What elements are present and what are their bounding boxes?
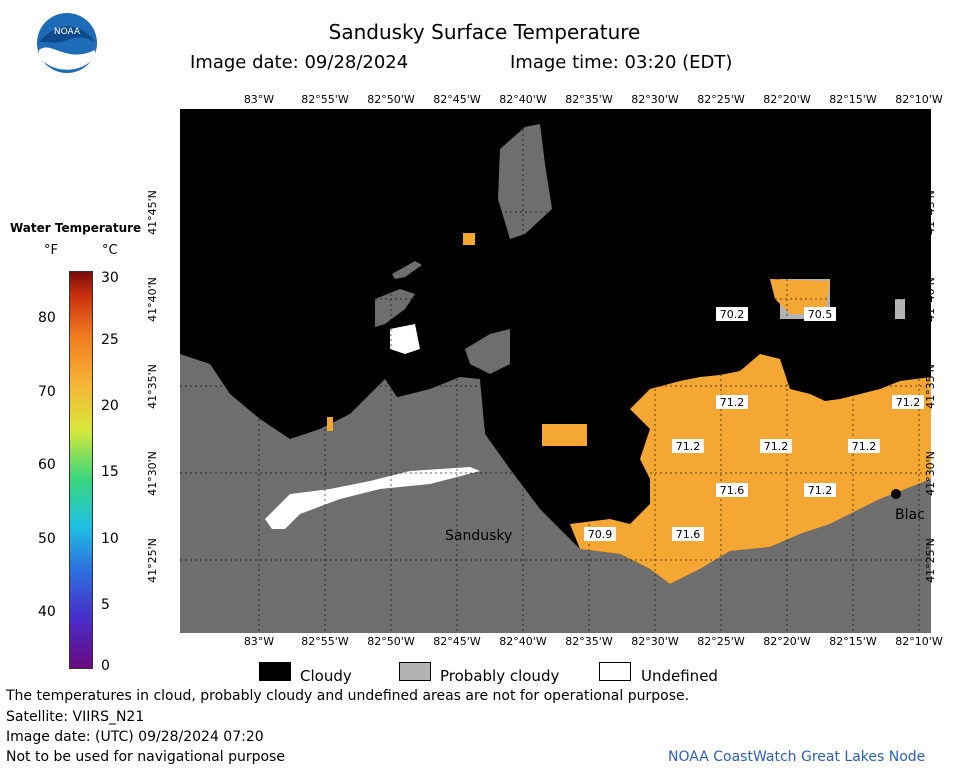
- lon-label-bottom: 82°45'W: [433, 635, 481, 648]
- temp-label: 71.6: [676, 528, 701, 541]
- temp-label: 71.2: [852, 440, 877, 453]
- temp-label: 70.9: [588, 528, 613, 541]
- place-label: Sandusky: [445, 528, 512, 544]
- map-title: Sandusky Surface Temperature: [328, 20, 641, 44]
- undefined-area: [390, 324, 420, 354]
- warm-water-region: [770, 279, 830, 314]
- colorbar-unit-f: °F: [44, 243, 58, 258]
- c-tick: 5: [101, 597, 110, 613]
- lon-label-top: 82°15'W: [829, 93, 877, 106]
- temperature-labels: 70.2 70.5 71.2 71.2 71.2 71.2 71.2 71.6 …: [584, 307, 924, 541]
- lat-label-right: 41°45'N: [923, 190, 937, 235]
- legend-cloudy-swatch: [259, 662, 291, 681]
- temp-label: 71.2: [808, 484, 833, 497]
- c-tick: 15: [101, 464, 119, 480]
- nav-warning: Not to be used for navigational purpose: [6, 749, 285, 765]
- lon-label-top: 82°35'W: [565, 93, 613, 106]
- lat-label-left: 41°45'N: [145, 190, 159, 235]
- warm-water-region: [542, 424, 587, 446]
- lon-label-bottom: 82°35'W: [565, 635, 613, 648]
- lon-label-bottom: 82°25'W: [697, 635, 745, 648]
- temp-label: 71.6: [720, 484, 745, 497]
- f-tick: 50: [38, 531, 56, 547]
- temp-label: 71.2: [720, 396, 745, 409]
- f-tick: 40: [38, 604, 56, 620]
- legend-probably-cloudy-swatch: [399, 662, 431, 681]
- temp-label: 71.2: [676, 440, 701, 453]
- lon-label-bottom: 82°30'W: [631, 635, 679, 648]
- legend-undefined-label: Undefined: [641, 667, 718, 685]
- island-small: [465, 329, 510, 374]
- temp-label: 70.2: [720, 308, 745, 321]
- lat-label-left: 41°40'N: [145, 277, 159, 322]
- logo-text: NOAA: [54, 27, 81, 37]
- lon-label-top: 82°10'W: [895, 93, 943, 106]
- credit: NOAA CoastWatch Great Lakes Node: [668, 749, 926, 765]
- temp-label: 70.5: [808, 308, 833, 321]
- undefined-area: [265, 467, 480, 529]
- c-tick: 25: [101, 332, 119, 348]
- city-marker: [891, 489, 901, 499]
- legend-probably-cloudy-label: Probably cloudy: [440, 667, 560, 685]
- c-tick: 20: [101, 398, 119, 414]
- colorbar: [69, 271, 93, 669]
- lon-label-top: 82°50'W: [367, 93, 415, 106]
- lon-label-bottom: 82°15'W: [829, 635, 877, 648]
- legend-cloudy-label: Cloudy: [300, 667, 352, 685]
- c-tick: 10: [101, 531, 119, 547]
- image-date: Image date: 09/28/2024: [190, 52, 409, 73]
- legend-undefined-swatch: [599, 662, 631, 681]
- lat-label-right: 41°40'N: [923, 277, 937, 322]
- lon-label-bottom: 82°50'W: [367, 635, 415, 648]
- graticule: [180, 109, 931, 633]
- colorbar-unit-c: °C: [102, 243, 118, 258]
- warm-water-region: [327, 417, 333, 431]
- warm-water-region: [570, 354, 931, 584]
- colorbar-title: Water Temperature: [10, 221, 142, 235]
- f-tick: 60: [38, 457, 56, 473]
- lon-label-bottom: 82°40'W: [499, 635, 547, 648]
- lon-label-top: 82°55'W: [301, 93, 349, 106]
- lat-label-left: 41°30'N: [145, 451, 159, 496]
- temp-label: 71.2: [764, 440, 789, 453]
- lat-label-left: 41°35'N: [145, 364, 159, 409]
- c-tick: 0: [101, 658, 110, 674]
- lon-label-bottom: 82°55'W: [301, 635, 349, 648]
- island-tiny: [392, 261, 422, 279]
- disclaimer: The temperatures in cloud, probably clou…: [6, 688, 690, 704]
- satellite-info: Satellite: VIIRS_N21: [6, 709, 145, 725]
- lat-label-left: 41°25'N: [145, 538, 159, 583]
- lon-label-top: 82°20'W: [763, 93, 811, 106]
- noaa-logo: NOAA: [37, 13, 97, 73]
- lat-label-right: 41°35'N: [923, 364, 937, 409]
- temperature-map: Sandusky Blac 70.2 70.5 71.2 71.2 71.2 7…: [180, 109, 931, 633]
- warm-water-region: [463, 233, 475, 245]
- lat-label-right: 41°30'N: [923, 451, 937, 496]
- f-tick: 80: [38, 310, 56, 326]
- lon-label-bottom: 83°W: [243, 635, 275, 648]
- island-north: [498, 124, 552, 239]
- utc-date: Image date: (UTC) 09/28/2024 07:20: [6, 729, 264, 745]
- image-time: Image time: 03:20 (EDT): [510, 52, 733, 73]
- lon-label-bottom: 82°20'W: [763, 635, 811, 648]
- lon-label-top: 83°W: [243, 93, 275, 106]
- lat-label-right: 41°25'N: [923, 538, 937, 583]
- probably-cloudy-patch: [895, 299, 905, 319]
- lon-label-top: 82°25'W: [697, 93, 745, 106]
- f-tick: 70: [38, 384, 56, 400]
- lon-label-top: 82°30'W: [631, 93, 679, 106]
- temp-label: 71.2: [896, 396, 921, 409]
- lon-label-top: 82°40'W: [499, 93, 547, 106]
- c-tick: 30: [101, 270, 119, 286]
- lon-label-bottom: 82°10'W: [895, 635, 943, 648]
- lon-label-top: 82°45'W: [433, 93, 481, 106]
- place-label: Blac: [895, 507, 925, 523]
